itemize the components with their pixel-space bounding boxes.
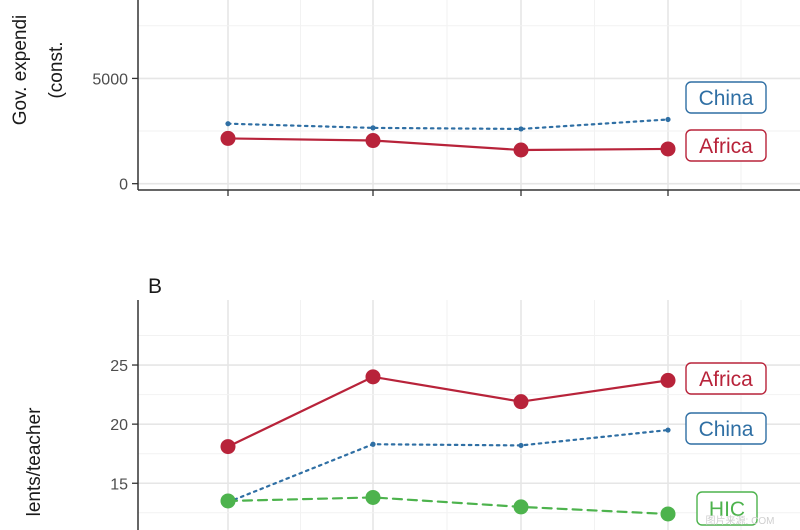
data-point-china (518, 126, 524, 132)
data-point-hic (220, 493, 236, 509)
data-point-hic (365, 489, 381, 505)
series-line-china (226, 428, 670, 504)
data-point-africa (365, 369, 381, 385)
series-label-text: Africa (699, 368, 753, 391)
panel-b: 15 20 25 lents/teacher B Africa China HIC (24, 275, 800, 530)
y-axis-label: lents/teacher (24, 407, 45, 516)
y-tick-label: 5000 (92, 71, 128, 88)
data-point-china (370, 441, 376, 447)
y-tick-label: 15 (110, 476, 128, 493)
series-label-africa: Africa (685, 129, 767, 162)
data-point-africa (513, 142, 529, 158)
series-label-china: China (685, 81, 767, 114)
data-point-africa (660, 141, 676, 157)
data-point-africa (513, 394, 529, 410)
series-label-text: China (699, 87, 754, 110)
series-label-text: Africa (699, 135, 753, 158)
y-tick-label: 25 (110, 358, 128, 375)
series-label-box (685, 412, 767, 445)
data-point-china (370, 125, 376, 131)
data-point-africa (660, 372, 676, 388)
series-label-box (685, 129, 767, 162)
series-label-box (685, 81, 767, 114)
y-axis-label: Gov. expendi (10, 15, 31, 126)
data-point-africa (220, 439, 236, 455)
panel-a: 0 5000 Gov. expendi (const. China Africa (10, 0, 800, 196)
data-point-china (665, 427, 671, 433)
watermark: 图片来源: COM (706, 514, 775, 527)
series-label-africa: Africa (685, 362, 767, 395)
series-line-hic (226, 496, 670, 516)
y-axis-label: (const. (46, 41, 67, 98)
data-point-china (225, 121, 231, 127)
y-tick-label: 20 (110, 417, 128, 434)
series-label-box (696, 491, 758, 526)
data-point-hic (513, 499, 529, 515)
series-label-text: HIC (709, 498, 745, 521)
data-point-china (665, 116, 671, 123)
series-label-china: China (685, 412, 767, 445)
data-point-hic (660, 506, 676, 522)
series-label-hic: HIC (696, 491, 758, 526)
panel-letter: B (148, 275, 162, 298)
series-line-africa (226, 137, 670, 152)
y-tick-label: 0 (119, 177, 128, 194)
series-label-box (685, 362, 767, 395)
series-label-text: China (699, 418, 754, 441)
data-point-china (518, 442, 524, 449)
series-line-china (226, 118, 670, 131)
data-point-africa (365, 133, 381, 149)
series-line-africa (226, 375, 670, 448)
data-point-africa (220, 130, 236, 146)
